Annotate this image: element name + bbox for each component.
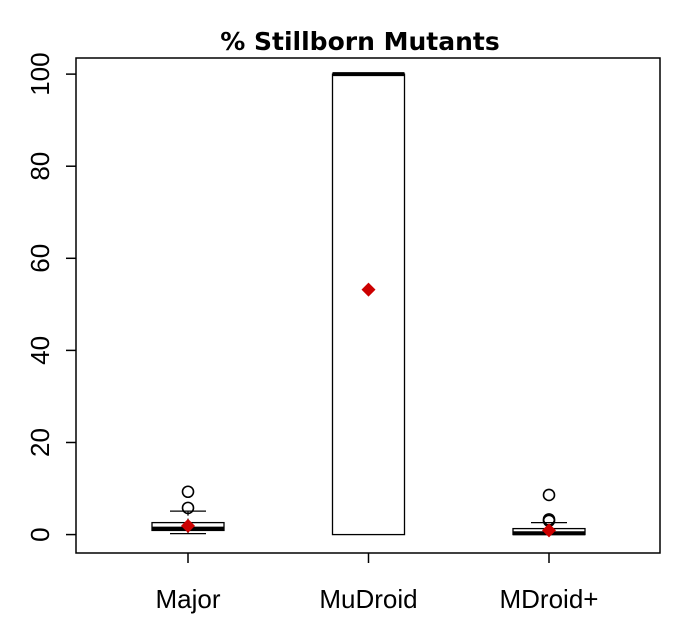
y-tick-label: 0 xyxy=(25,527,55,541)
outlier-point xyxy=(181,501,195,515)
y-tick-label: 60 xyxy=(25,244,55,273)
x-tick-label: MuDroid xyxy=(319,584,417,614)
y-tick-label: 40 xyxy=(25,336,55,365)
mean-marker xyxy=(181,518,195,533)
box-iqr xyxy=(331,73,406,536)
outlier-point xyxy=(542,488,556,502)
boxes-layer xyxy=(151,72,586,538)
chart-title: % Stillborn Mutants xyxy=(220,27,499,56)
box-group xyxy=(151,485,225,535)
mean-marker xyxy=(542,523,556,538)
x-tick-label: Major xyxy=(155,584,220,614)
y-tick-label: 80 xyxy=(25,152,55,181)
y-axis: 0 20 40 60 80 100 xyxy=(25,52,76,542)
y-tick-label: 20 xyxy=(25,428,55,457)
x-tick-label: MDroid+ xyxy=(500,584,599,614)
outlier-point xyxy=(181,485,195,499)
box-group xyxy=(331,72,406,536)
box-group xyxy=(512,488,586,538)
y-tick-label: 100 xyxy=(25,52,55,95)
mean-marker xyxy=(361,282,376,297)
x-axis: Major MuDroid MDroid+ xyxy=(155,553,598,614)
